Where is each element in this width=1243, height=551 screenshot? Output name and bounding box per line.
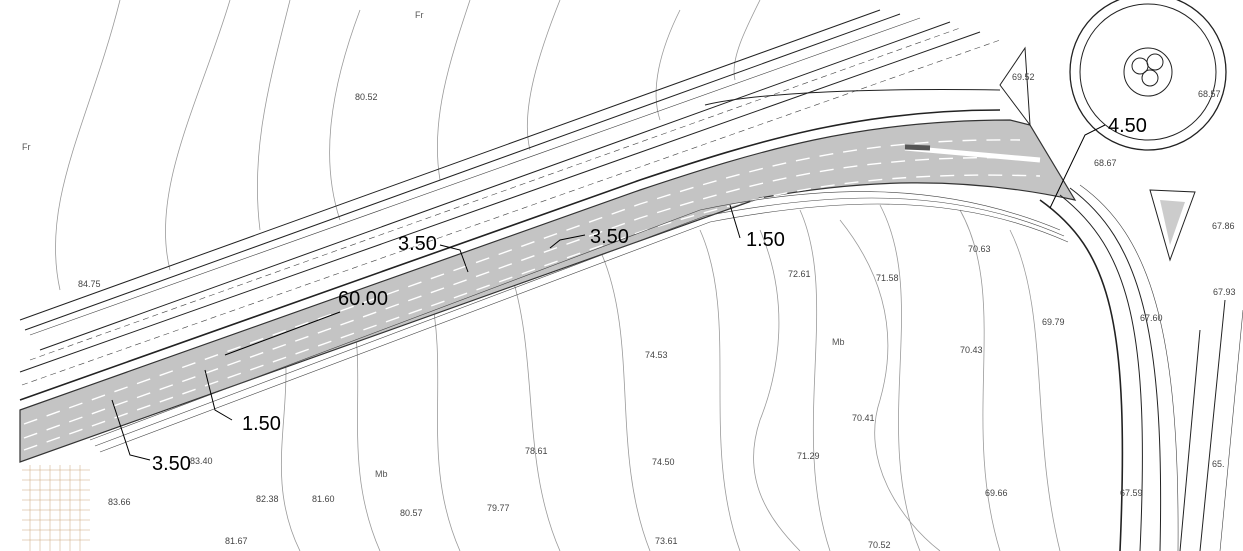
elevation-label: 84.75 xyxy=(78,279,101,289)
elevation-label: 80.52 xyxy=(355,92,378,102)
dim-label: 3.50 xyxy=(152,453,191,475)
elevation-label: 74.53 xyxy=(645,350,668,360)
elevation-label: 68.67 xyxy=(1094,158,1117,168)
elevation-label: 78.61 xyxy=(525,446,548,456)
elevation-label: 67.59 xyxy=(1120,488,1143,498)
elevation-label: 82.38 xyxy=(256,494,279,504)
dim-label: 3.50 xyxy=(590,226,629,248)
zone-label: Fr xyxy=(22,142,31,152)
elevation-label: 69.52 xyxy=(1012,72,1035,82)
elevation-label: 65. xyxy=(1212,459,1225,469)
elevation-label: 67.60 xyxy=(1140,313,1163,323)
existing-road xyxy=(20,10,1000,385)
roundabout xyxy=(1070,0,1226,150)
elevation-label: 67.86 xyxy=(1212,221,1235,231)
zone-label: Mb xyxy=(375,469,388,479)
dim-label: 3.50 xyxy=(398,233,437,255)
elevation-label: 74.50 xyxy=(652,457,675,467)
elevation-label: 71.29 xyxy=(797,451,820,461)
dim-label: 1.50 xyxy=(746,229,785,251)
elevation-label: 73.61 xyxy=(655,536,678,546)
elevation-label: 69.79 xyxy=(1042,317,1065,327)
zone-label: Fr xyxy=(415,10,424,20)
elevation-label: 70.41 xyxy=(852,413,875,423)
elevation-label: 70.52 xyxy=(868,540,891,550)
dim-label: 60.00 xyxy=(338,288,388,310)
spot-elevations: 80.52 84.75 69.52 68.57 68.67 70.63 72.6… xyxy=(78,72,1236,550)
elevation-label: 69.66 xyxy=(985,488,1008,498)
elevation-label: 71.58 xyxy=(876,273,899,283)
elevation-label: 83.66 xyxy=(108,497,131,507)
elevation-label: 81.60 xyxy=(312,494,335,504)
elevation-label: 70.43 xyxy=(960,345,983,355)
terrain-contours xyxy=(55,0,1060,551)
elevation-label: 80.57 xyxy=(400,508,423,518)
elevation-label: 81.67 xyxy=(225,536,248,546)
carriageway xyxy=(20,120,1075,462)
elevation-label: 67.93 xyxy=(1213,287,1236,297)
elevation-label: 70.63 xyxy=(968,244,991,254)
elevation-label: 68.57 xyxy=(1198,89,1221,99)
dim-label: 4.50 xyxy=(1108,115,1147,137)
elevation-label: 79.77 xyxy=(487,503,510,513)
dim-label: 1.50 xyxy=(242,413,281,435)
hatch-area xyxy=(22,465,90,551)
zone-label: Mb xyxy=(832,337,845,347)
elevation-label: 83.40 xyxy=(190,456,213,466)
elevation-label: 72.61 xyxy=(788,269,811,279)
